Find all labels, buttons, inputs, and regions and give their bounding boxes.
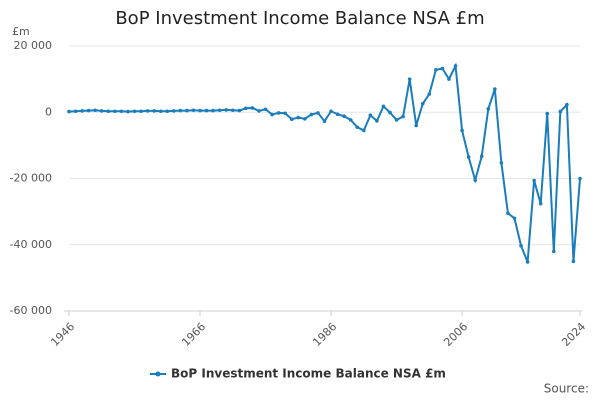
point [388, 110, 392, 115]
point [565, 102, 569, 107]
point [329, 109, 333, 114]
point [106, 109, 111, 114]
point [558, 109, 563, 114]
point [335, 112, 340, 117]
source: Source: [544, 382, 589, 396]
x-tick-label: 1946 [48, 320, 77, 349]
point [499, 161, 504, 165]
y-tick-label: -20 000 [10, 172, 52, 185]
legend-marker [155, 371, 161, 377]
point [486, 107, 491, 111]
point [322, 119, 327, 123]
point [447, 77, 451, 81]
chart-title: BoP Investment Income Balance NSA £m [115, 8, 484, 29]
point [427, 92, 432, 96]
point [113, 109, 117, 114]
point [211, 108, 215, 113]
point [479, 154, 484, 159]
point [276, 111, 281, 115]
point [401, 114, 405, 119]
point [473, 178, 477, 182]
point [525, 260, 530, 264]
point [263, 107, 268, 112]
legend-label: BoP Investment Income Balance NSA £m [171, 367, 446, 381]
point [420, 101, 425, 106]
point [519, 243, 523, 248]
point [289, 117, 294, 122]
point [237, 108, 242, 113]
point [571, 259, 576, 264]
point [381, 104, 386, 109]
point [119, 109, 124, 114]
point [440, 66, 445, 71]
point [362, 128, 366, 133]
point [198, 108, 202, 113]
x-tick-label: 2024 [559, 320, 588, 349]
x-tick-label: 1986 [310, 320, 339, 349]
point [204, 108, 209, 113]
point [152, 109, 156, 113]
point [217, 108, 222, 113]
point [165, 109, 170, 114]
point [348, 118, 353, 122]
point [224, 108, 229, 112]
point [86, 108, 91, 113]
point [460, 128, 464, 133]
x-tick-label: 1966 [179, 320, 208, 349]
point [158, 109, 163, 114]
point [257, 109, 261, 113]
y-unit: £m [12, 25, 30, 38]
point [132, 109, 137, 114]
point [551, 249, 556, 254]
y-tick-label: -60 000 [10, 304, 52, 317]
series-line [68, 62, 581, 263]
point [368, 113, 373, 118]
point [506, 211, 510, 216]
point [185, 108, 189, 113]
point [230, 108, 235, 113]
point [283, 111, 287, 116]
y-tick-label: -40 000 [10, 238, 52, 251]
point [126, 109, 130, 114]
point [270, 112, 274, 117]
point [145, 109, 150, 113]
point [67, 109, 71, 114]
point [191, 108, 196, 113]
point [73, 109, 78, 114]
point [250, 106, 255, 110]
point [394, 118, 399, 122]
point [99, 109, 104, 113]
point [414, 123, 419, 128]
y-tick-label: 20 000 [14, 39, 53, 52]
point [172, 109, 176, 113]
point [342, 114, 346, 119]
point [309, 112, 314, 117]
point [512, 216, 517, 221]
point [578, 176, 582, 181]
point [434, 68, 438, 72]
point [316, 111, 320, 115]
point [453, 64, 458, 68]
point [296, 115, 301, 120]
point [375, 119, 379, 123]
point [178, 108, 183, 113]
x-tick-label: 2006 [441, 320, 470, 349]
point [466, 155, 471, 159]
point [355, 125, 360, 129]
point [538, 201, 543, 206]
y-tick-label: 0 [45, 105, 52, 118]
point [532, 178, 536, 183]
point [93, 108, 98, 113]
point [80, 109, 84, 113]
point [139, 109, 143, 114]
point [407, 77, 412, 81]
point [244, 106, 248, 111]
point [545, 111, 550, 116]
point [493, 87, 497, 91]
point [303, 117, 307, 121]
